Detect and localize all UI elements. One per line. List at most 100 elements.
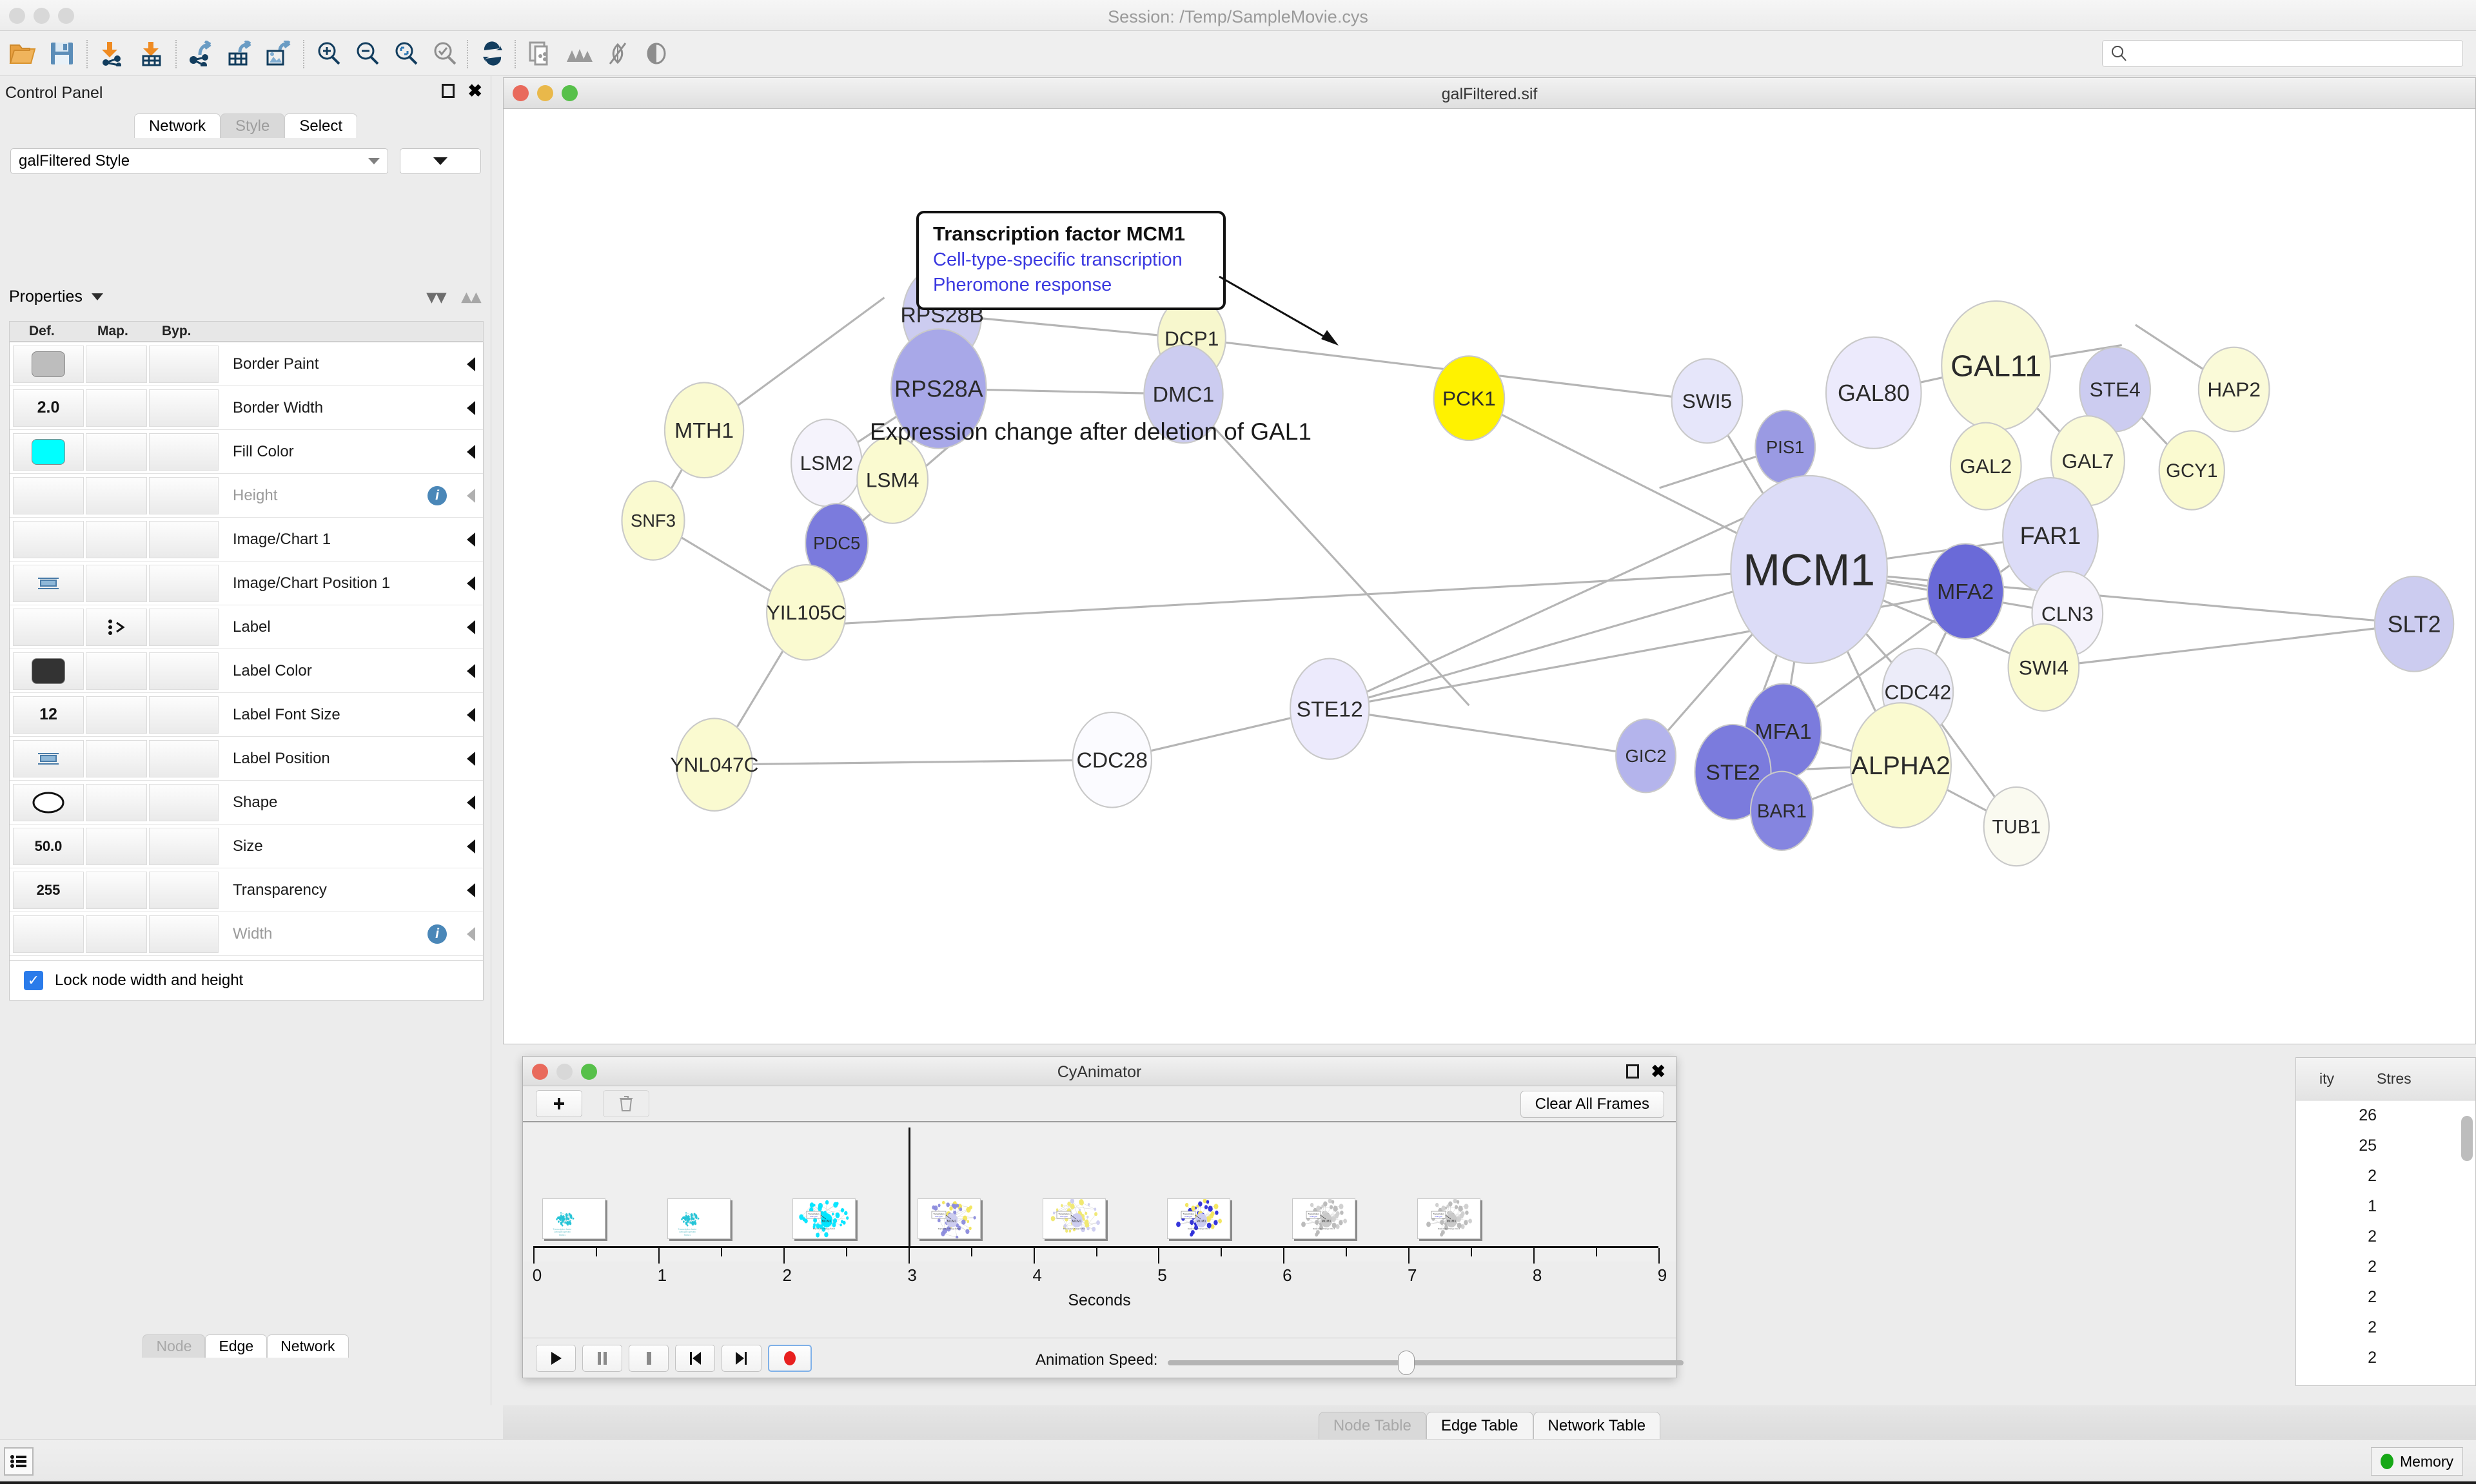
network-node[interactable]: GIC2 [1615,718,1676,794]
collapse-all-icon[interactable]: ▴▴ [461,286,481,308]
export-table-icon[interactable] [223,37,257,70]
task-list-button[interactable] [4,1447,34,1476]
property-bypass-cell[interactable] [149,345,219,383]
node-shape[interactable] [663,382,745,479]
minimize-network-view-button[interactable] [537,85,553,101]
network-edge[interactable] [1782,534,2051,732]
cyanimator-timeline[interactable]: Transcription factor Cell-type-specific MC… [523,1122,1676,1309]
style-dropdown[interactable]: galFiltered Style [10,148,388,174]
property-mapping-cell[interactable] [86,433,147,471]
timeline-frame[interactable]: MCM1 Transcription Cell-type Expression cha… [1167,1198,1231,1239]
caret-down-icon[interactable] [91,293,103,300]
property-default-cell[interactable]: 50.0 [13,827,84,865]
tab-network[interactable]: Network [133,113,221,138]
network-node[interactable]: DMC1 [1143,344,1224,444]
search-input[interactable] [2127,45,2450,62]
property-row[interactable]: Shape [10,781,483,825]
network-edge[interactable] [941,313,1192,340]
play-button[interactable] [536,1345,576,1372]
node-shape[interactable] [1694,723,1772,821]
property-row[interactable]: 12 Label Font Size [10,693,483,737]
property-bypass-cell[interactable] [149,915,219,953]
float-cyanimator-icon[interactable] [1626,1064,1640,1079]
expand-property-icon[interactable] [467,839,475,854]
network-node[interactable]: HAP2 [2197,346,2270,433]
property-mapping-cell[interactable] [86,915,147,953]
property-mapping-cell[interactable] [86,827,147,865]
color-swatch[interactable] [32,658,65,684]
table-row[interactable]: 1 [2296,1191,2475,1222]
zoom-in-icon[interactable] [312,37,346,70]
property-default-cell[interactable] [13,433,84,471]
open-folder-icon[interactable] [6,37,40,70]
property-row[interactable]: Image/Chart 1 [10,518,483,561]
node-shape[interactable] [856,435,929,524]
expand-property-icon[interactable] [467,576,475,591]
network-node[interactable]: GAL11 [1941,300,2052,431]
close-cyanimator-button[interactable] [532,1064,548,1080]
tab-select[interactable]: Select [284,113,358,138]
property-bypass-cell[interactable] [149,871,219,909]
network-edge[interactable] [1809,568,2415,625]
network-node[interactable]: LSM2 [790,418,863,507]
zoom-selected-icon[interactable] [428,37,462,70]
expand-property-icon[interactable] [467,707,475,722]
property-default-cell[interactable]: 2.0 [13,389,84,427]
property-bypass-cell[interactable] [149,652,219,690]
maximize-window-button[interactable] [58,8,74,24]
save-icon[interactable] [45,37,79,70]
network-node[interactable]: TUB1 [1983,786,2050,867]
animation-speed-knob[interactable] [1398,1351,1415,1375]
maximize-network-view-button[interactable] [562,85,578,101]
network-edge[interactable] [1329,487,1810,710]
property-bypass-cell[interactable] [149,608,219,646]
style-options-button[interactable] [400,148,481,174]
node-shape[interactable] [1983,786,2050,867]
import-network-icon[interactable] [95,37,129,70]
expand-property-icon[interactable] [467,751,475,766]
import-table-icon[interactable] [134,37,168,70]
node-shape[interactable] [1730,474,1888,665]
timeline-playhead[interactable] [908,1128,910,1247]
tab-node-table[interactable]: Node Table [1318,1412,1426,1439]
pause-button[interactable] [582,1345,622,1372]
network-node[interactable]: PIS1 [1754,409,1816,485]
property-row[interactable]: 2.0 Border Width [10,386,483,430]
tab-network-table[interactable]: Network Table [1533,1412,1661,1439]
network-node[interactable]: CDC28 [1072,711,1152,808]
hide-selected-icon[interactable] [601,37,634,70]
expand-property-icon[interactable] [467,532,475,547]
network-node[interactable]: ALPHA2 [1849,702,1952,829]
property-bypass-cell[interactable] [149,827,219,865]
tab-edge-table[interactable]: Edge Table [1426,1412,1533,1439]
node-shape[interactable] [890,328,987,449]
minimize-window-button[interactable] [34,8,50,24]
timeline-frame[interactable]: MCM1 Transcription Cell-type Expression cha… [792,1198,856,1239]
timeline-frame[interactable]: MCM1 Transcription Cell-type Expression cha… [917,1198,981,1239]
property-bypass-cell[interactable] [149,476,219,514]
network-node[interactable]: MCM1 [1730,474,1888,665]
property-mapping-cell[interactable] [86,739,147,777]
node-shape[interactable] [1671,358,1744,444]
network-canvas[interactable]: RPS28B DCP1 RPS28A DMC1 PCK1 SWI5 GAL80 GAL11 ST… [504,109,2475,1044]
property-row[interactable]: Label Position [10,737,483,781]
info-icon[interactable]: i [427,924,447,944]
record-button[interactable] [768,1345,812,1372]
property-default-cell[interactable]: 12 [13,696,84,734]
node-shape[interactable] [1289,658,1370,760]
property-mapping-cell[interactable] [86,389,147,427]
property-default-cell[interactable] [13,915,84,953]
network-node[interactable]: SLT2 [2373,575,2455,672]
network-edge[interactable] [714,759,1112,766]
property-row[interactable]: 50.0 Size [10,825,483,868]
node-shape[interactable] [1143,344,1224,444]
info-icon[interactable]: i [427,485,447,505]
zoom-out-icon[interactable] [351,37,384,70]
property-mapping-cell[interactable] [86,696,147,734]
property-default-cell[interactable] [13,652,84,690]
minimize-cyanimator-button[interactable] [556,1064,573,1080]
expand-property-icon[interactable] [467,883,475,897]
search-box[interactable] [2102,40,2463,67]
node-shape[interactable] [1749,770,1814,852]
property-bypass-cell[interactable] [149,564,219,602]
